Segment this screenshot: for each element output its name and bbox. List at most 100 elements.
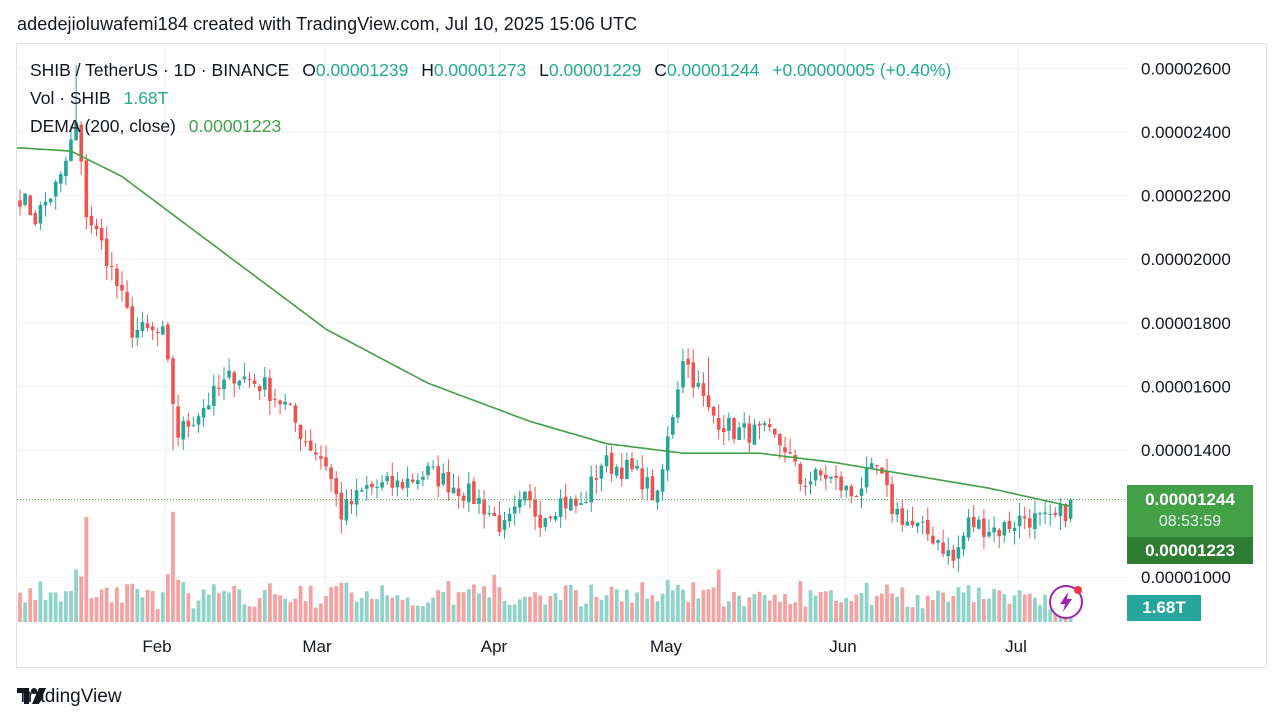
candle [956,535,961,573]
legend-volume-row[interactable]: Vol · SHIB 1.68T [30,88,168,109]
volume-bar [155,609,160,622]
volume-bar [472,584,476,622]
volume-bar [166,574,170,622]
volume-bar [487,597,492,622]
volume-bar [727,601,731,622]
volume-bar [701,590,706,622]
candle [293,402,298,432]
candle [767,417,772,432]
candle [314,443,318,461]
volume-bar [1048,609,1053,622]
volume-bar [854,594,859,622]
volume-bar [69,591,73,622]
candle [1033,500,1037,540]
month-tick-label: Apr [481,637,508,656]
candle [584,491,588,504]
candle [268,369,272,415]
symbol-name[interactable]: SHIB / TetherUS · 1D · BINANCE [30,60,290,80]
candle [33,210,38,227]
candle [579,491,583,506]
volume-bar [1002,594,1007,622]
candle [885,458,889,497]
flash-icon[interactable] [1048,584,1084,620]
candle [1038,511,1042,527]
volume-bar [997,590,1002,622]
price-tick-label: 0.00002600 [1141,59,1231,78]
volume-bar [227,592,231,622]
candle [1063,503,1068,527]
candle [472,476,476,505]
volume-bar [385,595,390,622]
volume-bar [737,595,741,622]
volume-bar [89,598,94,622]
legend-dema-row[interactable]: DEMA (200, close) 0.00001223 [30,116,281,137]
candle [920,515,925,535]
candle [951,544,956,569]
candle [421,471,425,487]
candle [492,506,497,517]
volume-bar [1007,603,1012,622]
candle [477,489,481,514]
volume-bar [288,602,293,622]
volume-bar [976,587,981,622]
candle [849,484,854,504]
candle [696,370,701,390]
legend-symbol-row[interactable]: SHIB / TetherUS · 1D · BINANCE O0.000012… [30,60,951,81]
candle [931,526,935,545]
volume-bar [619,601,624,622]
candle [543,517,548,532]
candle [84,154,89,230]
volume-bar [844,597,849,622]
volume-bar [579,606,583,622]
volume-bar [23,602,27,622]
candle [538,500,542,537]
volume-bar [640,582,645,622]
volume-bar [28,588,33,622]
tradingview-brand[interactable]: TradingView [17,686,122,708]
candles [18,65,1073,573]
candle [186,412,191,438]
volume-bar [711,587,716,622]
candle [18,189,22,216]
candle [263,366,267,397]
candle [1007,511,1012,533]
candle [59,171,63,193]
volume-bar [660,593,665,622]
candle [319,445,323,470]
dema-label[interactable]: DEMA (200, close) [30,116,176,136]
volume-bar [94,597,99,622]
candle [227,358,231,381]
volume-bar [257,598,262,622]
volume-bar [808,590,813,622]
volume-bar [232,585,237,622]
volume-bar [375,599,379,622]
volume-bar [757,591,762,622]
last-price-value: 0.00001244 [1145,490,1235,509]
volume-bar [130,583,135,622]
chart-frame [16,43,1267,668]
volume-bar [665,579,670,622]
volume-bar [793,602,798,622]
volume-bar [43,600,48,622]
low-value: 0.00001229 [548,60,642,80]
volume-bar [874,596,879,622]
candle [961,531,966,557]
volume-bar [523,596,527,622]
volume-bar [115,587,119,622]
candle [380,475,384,492]
volume-bar [222,590,226,622]
last-price-badge: 0.00001244 08:53:59 [1127,485,1253,537]
volume-bar [436,590,441,622]
volume-label[interactable]: Vol · SHIB [30,88,111,108]
candle [79,121,83,175]
candle [232,370,236,398]
candle [69,125,73,162]
volume-bar [191,608,196,622]
volume-bar [507,604,512,622]
volume-bar [533,592,537,622]
volume-bar [319,603,323,622]
volume-bar [716,569,721,622]
volume-bar [298,585,303,622]
volume-bars [18,511,1073,622]
